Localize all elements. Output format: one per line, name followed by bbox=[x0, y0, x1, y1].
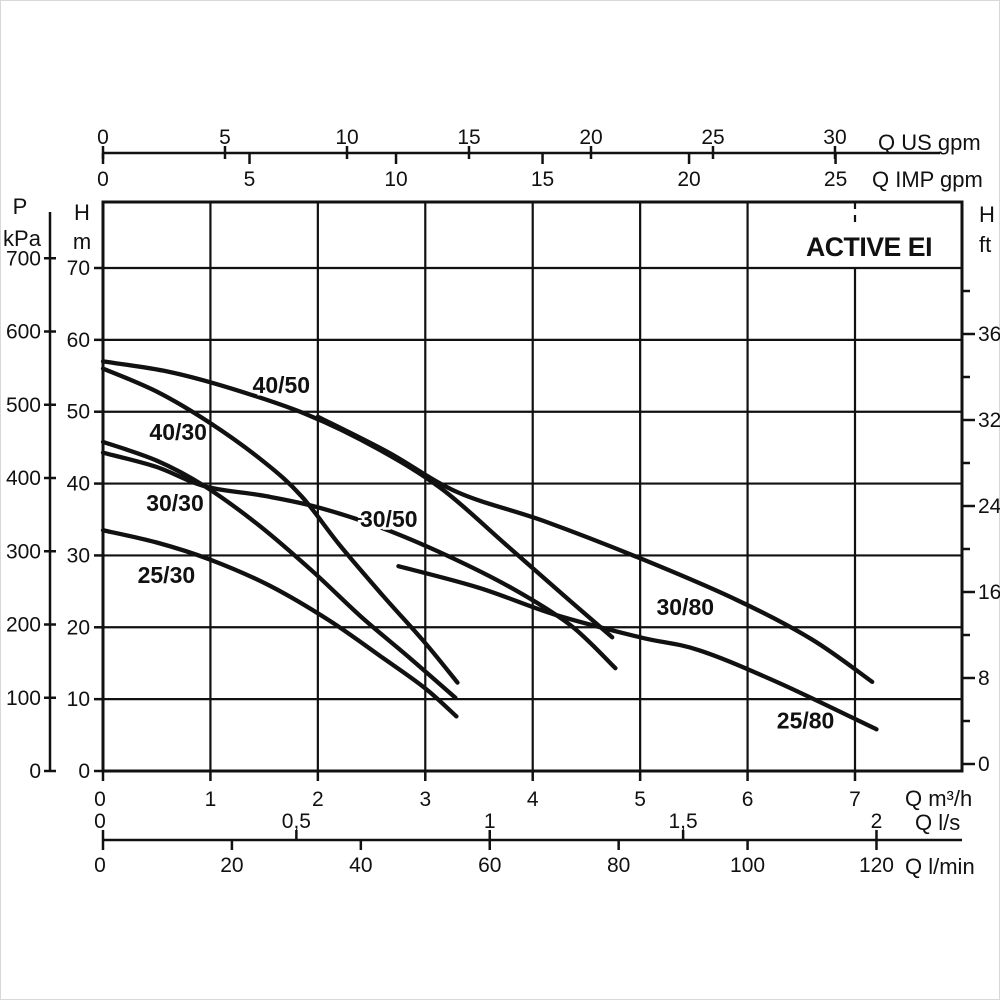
p-axis-tick-label: 100 bbox=[6, 687, 41, 710]
top-axis-imp-unit-label: Q IMP gpm bbox=[872, 167, 983, 192]
top-axis-imp-tick-label: 5 bbox=[244, 168, 256, 191]
m3h-axis-tick-label: 4 bbox=[527, 788, 539, 811]
top-axis-us-tick-label: 5 bbox=[219, 126, 231, 149]
m3h-axis-tick-label: 3 bbox=[419, 788, 431, 811]
curve-40-30 bbox=[100, 366, 460, 685]
h-axis-caption-m: m bbox=[73, 229, 91, 254]
m3h-axis-tick-label: 2 bbox=[312, 788, 324, 811]
curve-30-50 bbox=[100, 450, 618, 671]
curve-25-80 bbox=[396, 564, 879, 732]
top-axis-us-tick-label: 0 bbox=[97, 126, 109, 149]
h-axis-tick-label: 60 bbox=[67, 329, 90, 352]
h-axis-tick-label: 50 bbox=[67, 401, 90, 424]
curve-30-30 bbox=[100, 439, 458, 700]
h-axis-tick-label: 70 bbox=[67, 257, 90, 280]
top-axis-us-tick-label: 30 bbox=[823, 126, 846, 149]
top-axis-us-tick-label: 10 bbox=[335, 126, 358, 149]
ls-axis-tick-label: 2 bbox=[871, 810, 883, 833]
lmin-axis-tick-label: 120 bbox=[859, 854, 894, 877]
p-axis-tick-label: 500 bbox=[6, 394, 41, 417]
curve-label-30-80: 30/80 bbox=[656, 594, 714, 620]
ls-axis-tick-label: 0,5 bbox=[282, 810, 311, 833]
lmin-axis-tick-label: 100 bbox=[730, 854, 765, 877]
curve-label-30-30: 30/30 bbox=[146, 490, 204, 516]
top-axis-imp-tick-label: 25 bbox=[824, 168, 847, 191]
ft-axis-tick-label: 32 bbox=[978, 409, 1000, 432]
h-axis-tick-label: 0 bbox=[78, 760, 90, 783]
ls-axis-tick-label: 0 bbox=[94, 810, 106, 833]
p-axis-tick-label: 700 bbox=[6, 247, 41, 270]
curve-label-25-80: 25/80 bbox=[777, 708, 835, 734]
top-axis-imp-tick-label: 15 bbox=[531, 168, 554, 191]
ls-axis-unit-label: Q l/s bbox=[915, 810, 960, 835]
ft-axis-tick-label: 8 bbox=[978, 667, 990, 690]
ft-axis-tick-label: 24 bbox=[978, 495, 1000, 518]
p-axis-tick-label: 200 bbox=[6, 614, 41, 637]
top-axis-imp-tick-label: 0 bbox=[97, 168, 109, 191]
lmin-axis-tick-label: 40 bbox=[349, 854, 372, 877]
curve-label-40-50: 40/50 bbox=[253, 372, 311, 398]
m3h-axis-tick-label: 6 bbox=[742, 788, 754, 811]
top-axis-us-unit-label: Q US gpm bbox=[878, 130, 981, 155]
ft-axis-caption-h: H bbox=[979, 202, 995, 227]
curve-label-30-50: 30/50 bbox=[360, 506, 418, 532]
ft-axis-tick-label: 36 bbox=[978, 323, 1000, 346]
m3h-axis-tick-label: 1 bbox=[205, 788, 217, 811]
chart-title-backing bbox=[799, 224, 940, 264]
top-axis-us-tick-label: 25 bbox=[701, 126, 724, 149]
curve-30-80 bbox=[315, 414, 875, 685]
h-axis-tick-label: 40 bbox=[67, 473, 90, 496]
p-axis-caption-p: P bbox=[13, 194, 28, 219]
top-axis-imp-tick-label: 20 bbox=[677, 168, 700, 191]
top-axis-imp-tick-label: 10 bbox=[384, 168, 407, 191]
p-axis-caption-kpa: kPa bbox=[3, 226, 42, 251]
ls-axis-tick-label: 1 bbox=[484, 810, 496, 833]
curve-label-40-30: 40/30 bbox=[149, 419, 207, 445]
lmin-axis-tick-label: 0 bbox=[94, 854, 106, 877]
ft-axis-tick-label: 16 bbox=[978, 581, 1000, 604]
h-axis-tick-label: 20 bbox=[67, 616, 90, 639]
curve-25-30 bbox=[100, 528, 459, 719]
h-axis-tick-label: 10 bbox=[67, 688, 90, 711]
m3h-axis-tick-label: 0 bbox=[94, 788, 106, 811]
curve-label-25-30: 25/30 bbox=[138, 562, 196, 588]
chart-title: ACTIVE EI bbox=[806, 232, 932, 262]
lmin-axis-unit-label: Q l/min bbox=[905, 854, 975, 879]
ft-axis-caption-ft: ft bbox=[979, 232, 991, 257]
top-axis-us-tick-label: 15 bbox=[457, 126, 480, 149]
ft-axis-tick-label: 0 bbox=[978, 753, 990, 776]
p-axis-tick-label: 400 bbox=[6, 467, 41, 490]
m3h-axis-tick-label: 7 bbox=[849, 788, 861, 811]
lmin-axis-tick-label: 80 bbox=[607, 854, 630, 877]
m3h-axis-unit-label: Q m³/h bbox=[905, 786, 972, 811]
h-axis-tick-label: 30 bbox=[67, 544, 90, 567]
m3h-axis-tick-label: 5 bbox=[634, 788, 646, 811]
p-axis-tick-label: 600 bbox=[6, 321, 41, 344]
p-axis-tick-label: 300 bbox=[6, 540, 41, 563]
top-axis-us-tick-label: 20 bbox=[579, 126, 602, 149]
lmin-axis-tick-label: 60 bbox=[478, 854, 501, 877]
h-axis-caption-h: H bbox=[74, 200, 90, 225]
p-axis-tick-label: 0 bbox=[29, 760, 41, 783]
lmin-axis-tick-label: 20 bbox=[220, 854, 243, 877]
ls-axis-tick-label: 1,5 bbox=[669, 810, 698, 833]
